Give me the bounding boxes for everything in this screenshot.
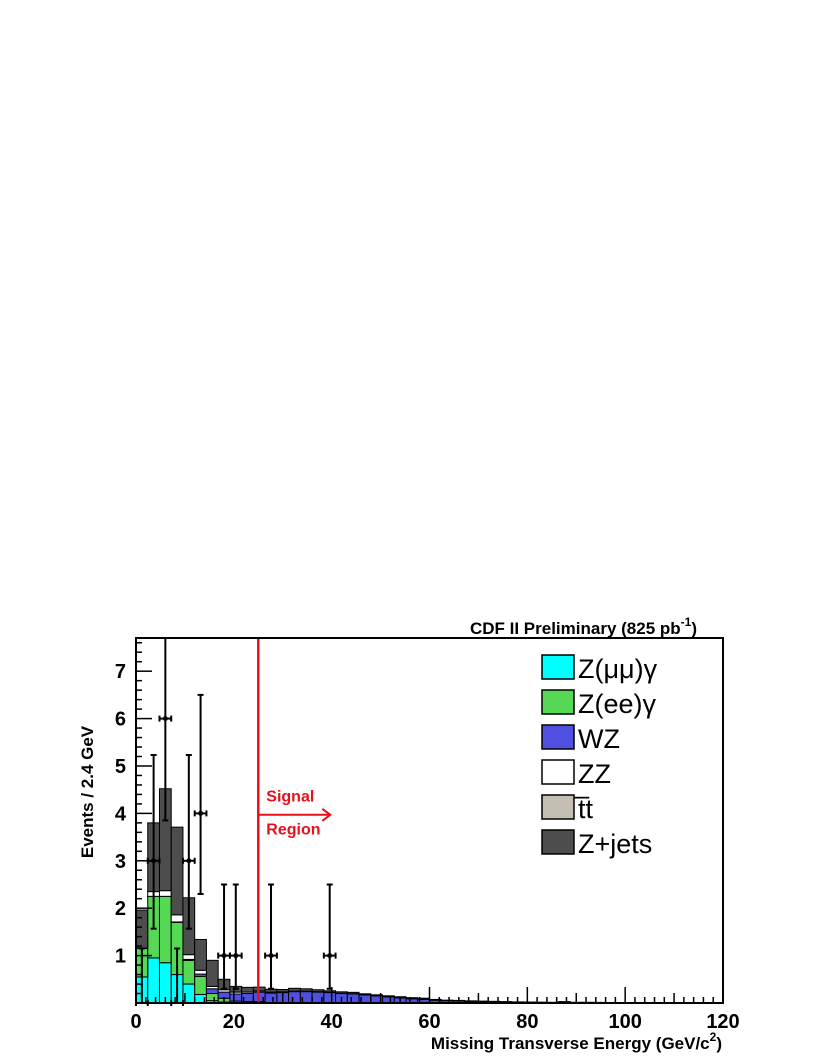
chart-title-superscript: -1 (681, 615, 692, 629)
x-tick-label: 60 (418, 1011, 440, 1033)
chart-title: CDF II Preliminary (825 pb-1) (470, 615, 697, 638)
bar-series-1-bin-5 (194, 975, 207, 995)
bar-series-0-bin-1 (147, 957, 160, 1004)
data-point-4 (181, 753, 196, 930)
legend-label: WZ (578, 724, 620, 754)
legend-swatch (541, 829, 575, 855)
legend-item-2: WZ (541, 724, 620, 754)
bar-series-5-bin-5 (194, 938, 207, 971)
data-point-6 (217, 883, 231, 990)
y-axis-title: Events / 2.4 GeV (78, 725, 97, 858)
bar-series-1-bin-4 (182, 959, 196, 985)
bar-series-5-bin-9 (241, 986, 254, 993)
y-tick-label: 2 (115, 898, 126, 920)
bar-series-1-bin-6 (205, 993, 219, 1002)
y-axis: 1 2 3 4 5 6 7 (115, 641, 152, 995)
legend-label: Z(ee)γ (578, 689, 657, 719)
data-point-9 (322, 883, 337, 990)
legend-swatch (541, 654, 575, 680)
bar-series-5-bin-20 (370, 994, 384, 997)
legend-label: Z(μμ)γ (578, 654, 658, 684)
legend-item-4: t̅t (541, 794, 594, 824)
bar-series-5-bin-19 (358, 993, 372, 996)
bar-series-3-bin-5 (194, 969, 207, 975)
bar-series-3-bin-3 (170, 914, 184, 923)
y-tick-label: 3 (115, 851, 126, 873)
x-tick-label: 100 (608, 1011, 641, 1033)
x-axis: 0 20 40 60 80 100 120 (130, 987, 740, 1033)
x-tick-label: 40 (321, 1011, 343, 1033)
bar-series-5-bin-12 (276, 988, 290, 993)
signal-label: Signal (266, 789, 314, 806)
x-tick-label: 0 (130, 1011, 141, 1033)
y-tick-label: 7 (115, 661, 126, 683)
legend: Z(μμ)γ Z(ee)γ WZ ZZ t̅t Z+jets (541, 654, 658, 859)
bar-series-2-bin-16 (323, 992, 337, 1004)
legend-item-5: Z+jets (541, 829, 652, 859)
bar-series-5-bin-17 (335, 991, 348, 994)
legend-label: ZZ (578, 759, 611, 789)
legend-label: Z+jets (578, 829, 652, 859)
legend-item-0: Z(μμ)γ (541, 654, 658, 684)
legend-item-1: Z(ee)γ (541, 689, 657, 719)
y-tick-label: 1 (115, 946, 126, 968)
bar-series-3-bin-4 (182, 954, 196, 960)
bar-series-2-bin-13 (288, 991, 301, 1004)
bar-series-5-bin-23 (405, 997, 419, 1000)
bar-series-2-bin-6 (205, 988, 219, 995)
y-tick-label: 5 (115, 756, 126, 778)
x-tick-label: 20 (223, 1011, 245, 1033)
bar-series-5-bin-16 (323, 990, 337, 993)
y-tick-label: 6 (115, 709, 126, 731)
x-tick-label: 120 (706, 1011, 739, 1033)
legend-swatch (541, 794, 575, 820)
bar-series-5-bin-18 (346, 991, 360, 995)
x-axis-title-close: ) (716, 1034, 722, 1053)
legend-swatch (541, 759, 575, 785)
data-point-2 (158, 638, 173, 822)
chart-title-main: CDF II Preliminary (825 pb (470, 619, 681, 638)
data-point-8 (264, 883, 278, 990)
x-axis-title-superscript: 2 (710, 1030, 717, 1044)
bar-series-5-bin-15 (311, 989, 325, 993)
legend-swatch (541, 689, 575, 715)
x-axis-title: Missing Transverse Energy (GeV/c2) (431, 1030, 722, 1053)
x-axis-title-main: Missing Transverse Energy (GeV/c (431, 1034, 710, 1053)
bar-series-5-bin-13 (288, 987, 301, 992)
signal-arrow-head (321, 808, 332, 822)
x-tick-label: 80 (516, 1011, 538, 1033)
bar-series-0-bin-2 (158, 962, 172, 1004)
y-tick-label: 4 (115, 803, 127, 825)
region-label: Region (266, 822, 320, 839)
signal-cut-marker: Signal Region (257, 638, 332, 1003)
bar-series-5-bin-21 (382, 995, 395, 998)
data-point-7 (228, 883, 243, 990)
data-point-1 (146, 753, 161, 930)
bar-series-2-bin-18 (346, 993, 360, 1004)
data-point-5 (193, 693, 208, 895)
legend-item-3: ZZ (541, 759, 611, 789)
bar-series-5-bin-14 (299, 988, 313, 992)
bar-series-2-bin-8 (229, 993, 243, 1002)
bar-series-5-bin-6 (205, 959, 219, 987)
bar-series-5-bin-3 (170, 826, 184, 916)
bar-series-5-bin-0 (135, 909, 149, 949)
legend-swatch (541, 724, 575, 750)
bar-series-3-bin-2 (158, 890, 172, 897)
bar-series-1-bin-2 (158, 895, 172, 964)
chart-title-close: ) (691, 619, 697, 638)
legend-label: t̅t (573, 794, 593, 824)
bar-series-2-bin-11 (264, 992, 278, 1004)
